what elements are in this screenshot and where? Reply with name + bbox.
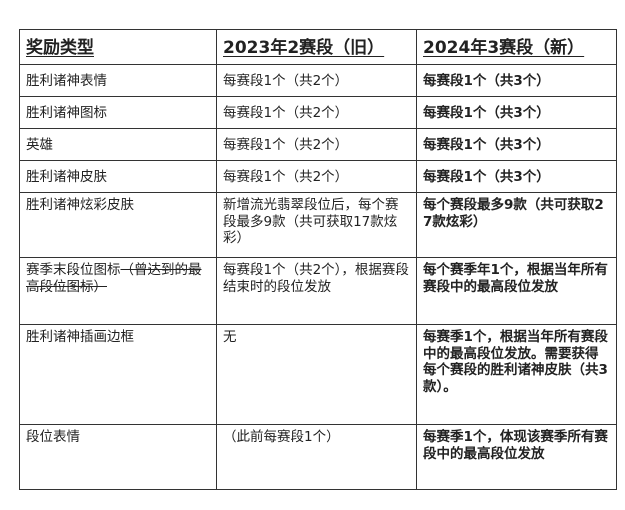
type-text: 赛季末段位图标 bbox=[26, 262, 121, 278]
header-2024: 2024年3赛段（新） bbox=[416, 29, 617, 65]
header-text: 2023年2赛段（旧） bbox=[223, 37, 385, 58]
cell-old: 新增流光翡翠段位后，每个赛段最多9款（共可获取17款炫彩） bbox=[216, 192, 417, 258]
header-text: 奖励类型 bbox=[26, 37, 94, 58]
cell-type: 胜利诸神炫彩皮肤 bbox=[19, 192, 217, 258]
cell-new: 每赛季1个，根据当年所有赛段中的最高段位发放。需要获得每个赛段的胜利诸神皮肤（共… bbox=[416, 324, 617, 425]
cell-old: 每赛段1个（共2个） bbox=[216, 64, 417, 97]
header-reward-type: 奖励类型 bbox=[19, 29, 217, 65]
cell-old: 无 bbox=[216, 324, 417, 425]
cell-new: 每赛段1个（共3个） bbox=[416, 96, 617, 129]
cell-new: 每个赛季年1个，根据当年所有赛段中的最高段位发放 bbox=[416, 257, 617, 325]
cell-new: 每赛季1个，体现该赛季所有赛段中的最高段位发放 bbox=[416, 424, 617, 490]
table-row: 胜利诸神插画边框 无 每赛季1个，根据当年所有赛段中的最高段位发放。需要获得每个… bbox=[19, 324, 617, 425]
cell-new: 每赛段1个（共3个） bbox=[416, 64, 617, 97]
table-row: 段位表情 （此前每赛段1个） 每赛季1个，体现该赛季所有赛段中的最高段位发放 bbox=[19, 424, 617, 490]
cell-old: 每赛段1个（共2个） bbox=[216, 96, 417, 129]
cell-old: 每赛段1个（共2个） bbox=[216, 160, 417, 193]
cell-old: 每赛段1个（共2个） bbox=[216, 128, 417, 161]
table-row: 胜利诸神图标 每赛段1个（共2个） 每赛段1个（共3个） bbox=[19, 96, 617, 129]
header-2023: 2023年2赛段（旧） bbox=[216, 29, 417, 65]
cell-new: 每个赛段最多9款（共可获取27款炫彩） bbox=[416, 192, 617, 258]
table-row: 赛季末段位图标（曾达到的最高段位图标） 每赛段1个（共2个），根据赛段结束时的段… bbox=[19, 257, 617, 325]
cell-new: 每赛段1个（共3个） bbox=[416, 128, 617, 161]
cell-type: 英雄 bbox=[19, 128, 217, 161]
table-row: 胜利诸神表情 每赛段1个（共2个） 每赛段1个（共3个） bbox=[19, 64, 617, 97]
cell-type: 胜利诸神插画边框 bbox=[19, 324, 217, 425]
cell-type: 胜利诸神表情 bbox=[19, 64, 217, 97]
cell-type: 胜利诸神皮肤 bbox=[19, 160, 217, 193]
cell-old: （此前每赛段1个） bbox=[216, 424, 417, 490]
cell-type: 赛季末段位图标（曾达到的最高段位图标） bbox=[19, 257, 217, 325]
cell-type: 胜利诸神图标 bbox=[19, 96, 217, 129]
cell-new: 每赛段1个（共3个） bbox=[416, 160, 617, 193]
table-header-row: 奖励类型 2023年2赛段（旧） 2024年3赛段（新） bbox=[19, 29, 617, 65]
table-row: 英雄 每赛段1个（共2个） 每赛段1个（共3个） bbox=[19, 128, 617, 161]
header-text: 2024年3赛段（新） bbox=[423, 37, 585, 58]
reward-comparison-table: 奖励类型 2023年2赛段（旧） 2024年3赛段（新） 胜利诸神表情 每赛段1… bbox=[19, 29, 617, 490]
cell-old: 每赛段1个（共2个），根据赛段结束时的段位发放 bbox=[216, 257, 417, 325]
cell-type: 段位表情 bbox=[19, 424, 217, 490]
table-row: 胜利诸神皮肤 每赛段1个（共2个） 每赛段1个（共3个） bbox=[19, 160, 617, 193]
struck-text: （曾达到的最高段位图标） bbox=[26, 262, 202, 295]
table-row: 胜利诸神炫彩皮肤 新增流光翡翠段位后，每个赛段最多9款（共可获取17款炫彩） 每… bbox=[19, 192, 617, 258]
